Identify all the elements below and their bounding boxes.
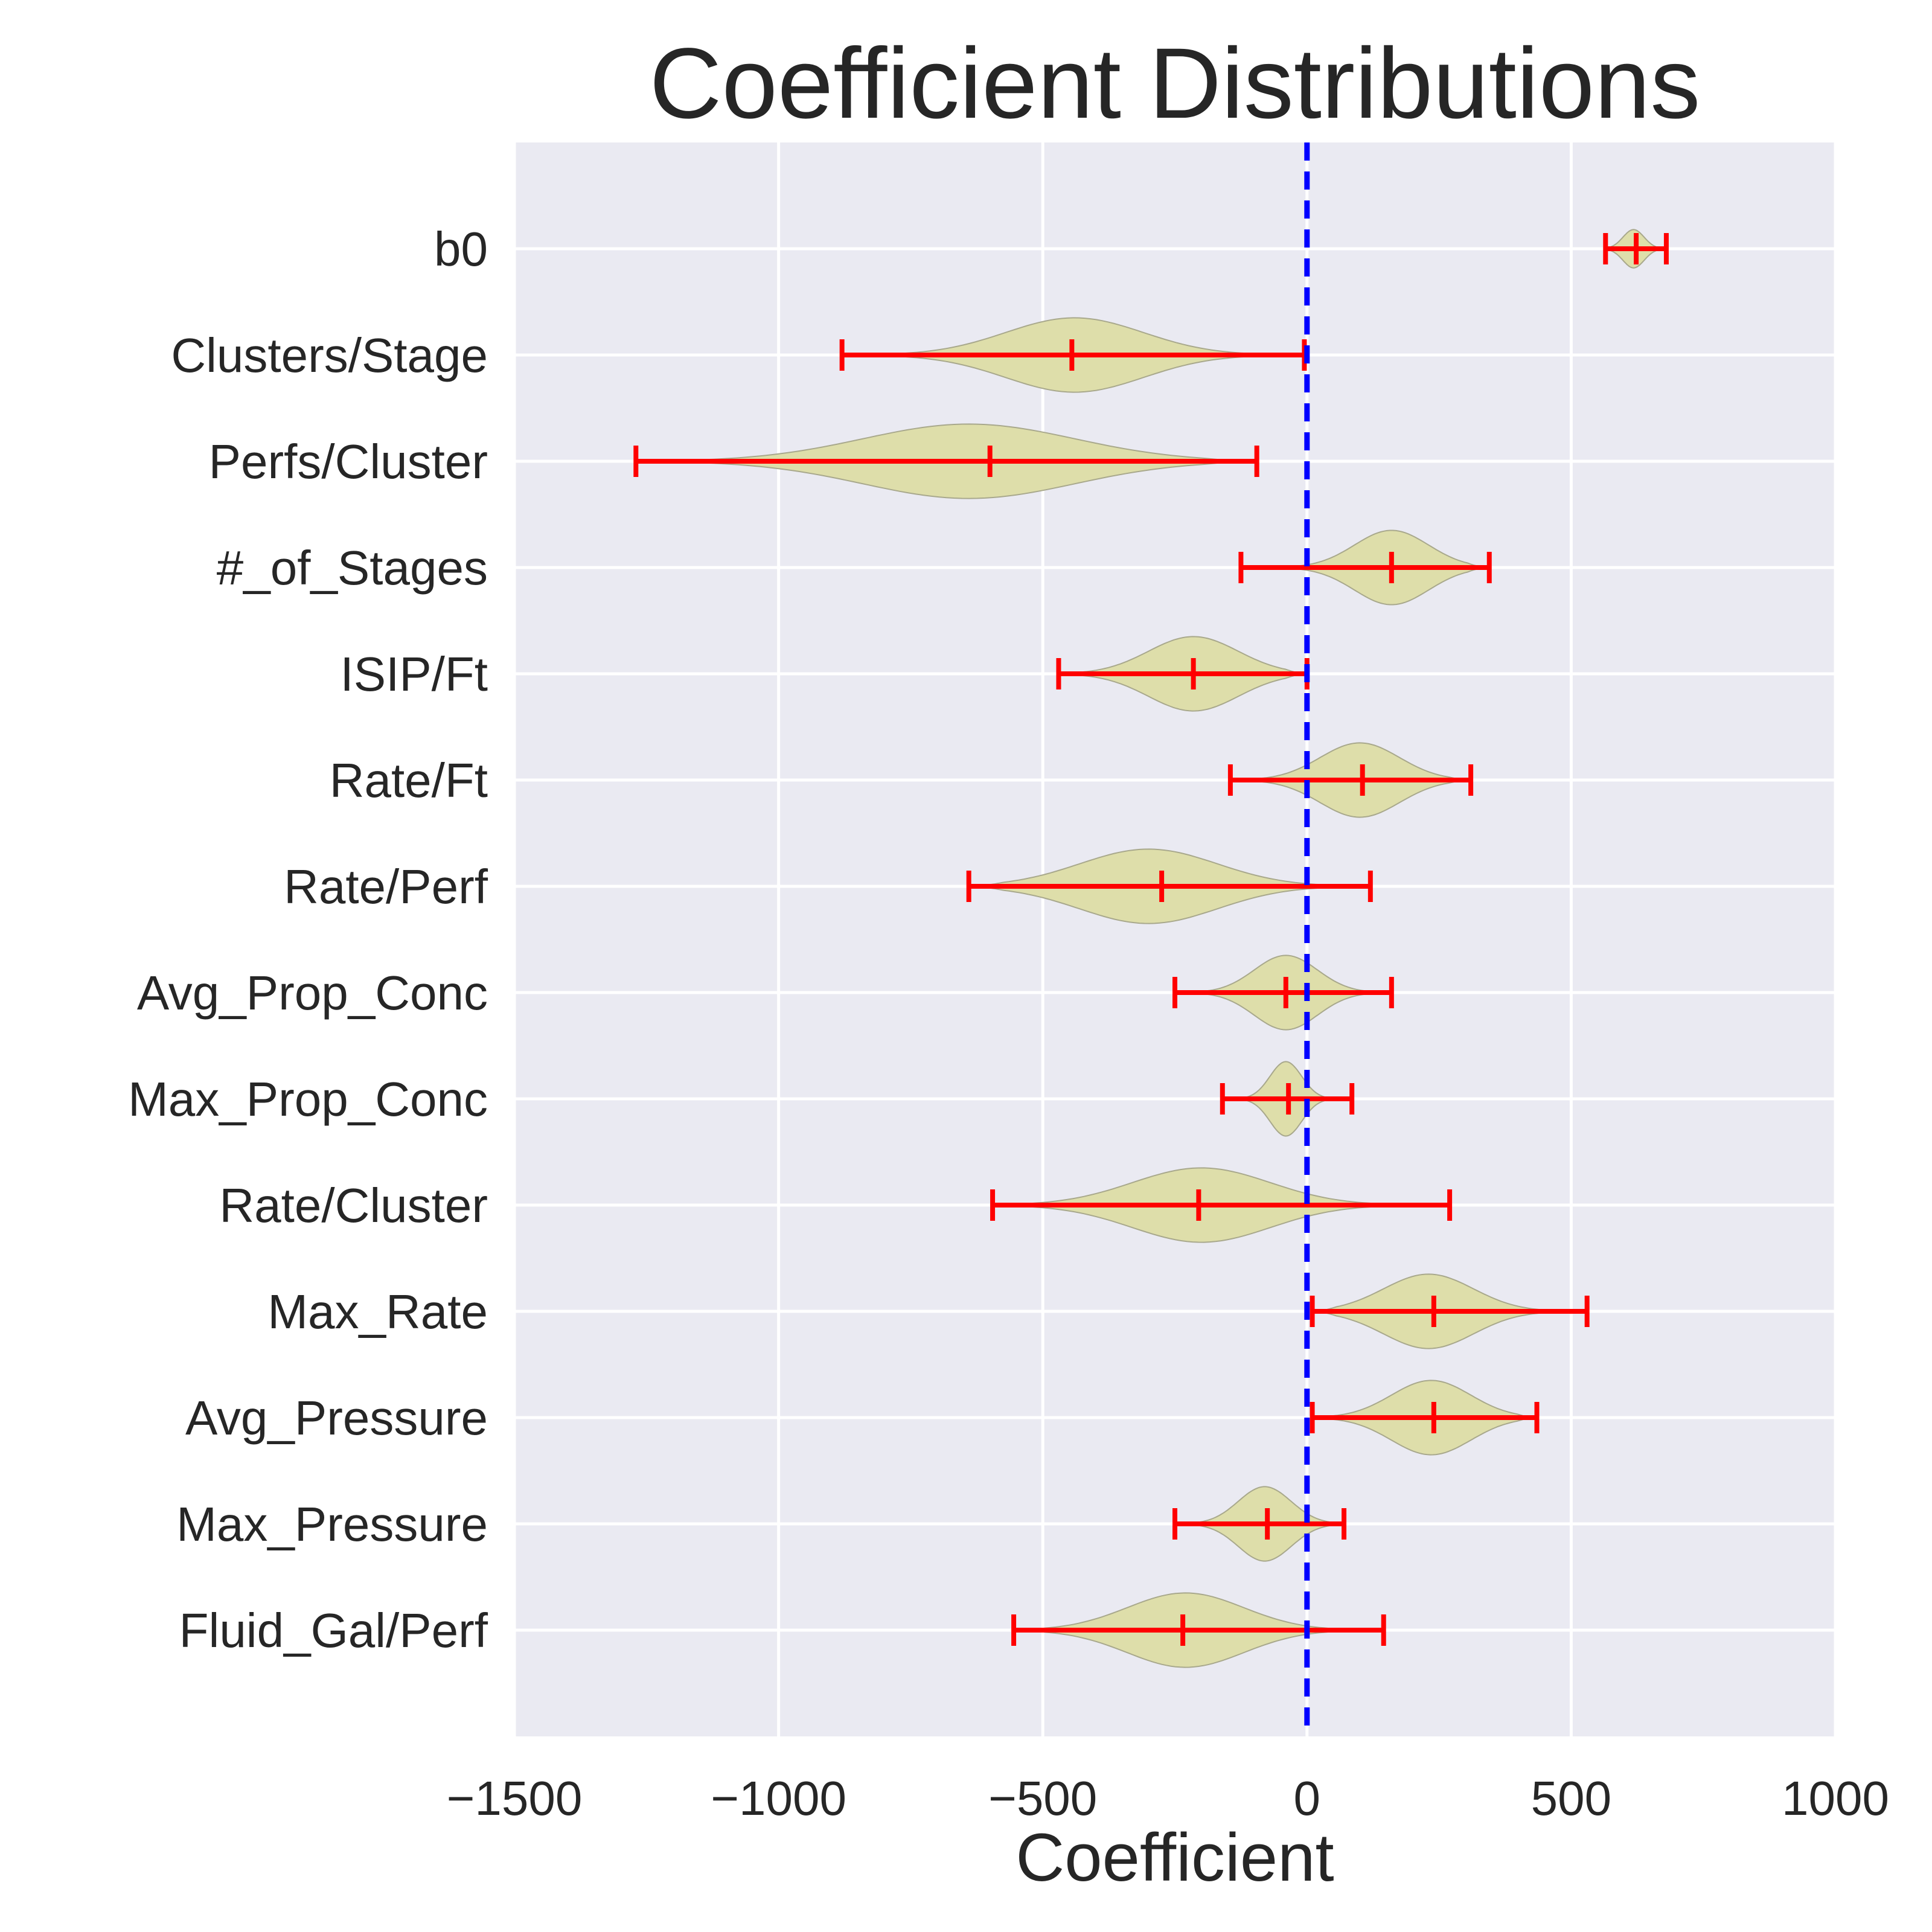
x-axis-label: Coefficient bbox=[1016, 1820, 1334, 1895]
plot-area bbox=[514, 142, 1835, 1736]
x-tick-label: −1000 bbox=[711, 1771, 846, 1825]
y-tick-label: Max_Pressure bbox=[176, 1497, 488, 1551]
y-tick-label: Clusters/Stage bbox=[171, 328, 488, 382]
x-tick-labels: −1500 −1000 −500 0 500 1000 bbox=[447, 1771, 1889, 1825]
chart-title: Coefficient Distributions bbox=[650, 28, 1701, 139]
y-tick-label: Rate/Cluster bbox=[219, 1179, 488, 1232]
y-tick-label: Perfs/Cluster bbox=[209, 435, 488, 488]
y-tick-label: Max_Rate bbox=[267, 1285, 488, 1339]
x-tick-label: 1000 bbox=[1782, 1771, 1889, 1825]
y-tick-label: Fluid_Gal/Perf bbox=[179, 1604, 488, 1657]
x-tick-label: −500 bbox=[988, 1771, 1097, 1825]
y-tick-label: Avg_Prop_Conc bbox=[137, 966, 488, 1020]
y-tick-label: #_of_Stages bbox=[217, 541, 488, 595]
y-tick-label: Avg_Pressure bbox=[185, 1391, 488, 1445]
x-tick-label: −1500 bbox=[447, 1771, 583, 1825]
y-tick-label: Max_Prop_Conc bbox=[128, 1072, 488, 1126]
y-tick-label: ISIP/Ft bbox=[341, 647, 488, 701]
y-tick-label: b0 bbox=[434, 222, 488, 276]
x-tick-label: 0 bbox=[1294, 1771, 1321, 1825]
y-tick-labels: b0 Clusters/Stage Perfs/Cluster #_of_Stages… bbox=[128, 222, 488, 1657]
whiskers bbox=[633, 142, 1669, 1736]
y-tick-label: Rate/Perf bbox=[284, 860, 488, 913]
x-tick-label: 500 bbox=[1531, 1771, 1611, 1825]
y-tick-label: Rate/Ft bbox=[330, 753, 488, 807]
